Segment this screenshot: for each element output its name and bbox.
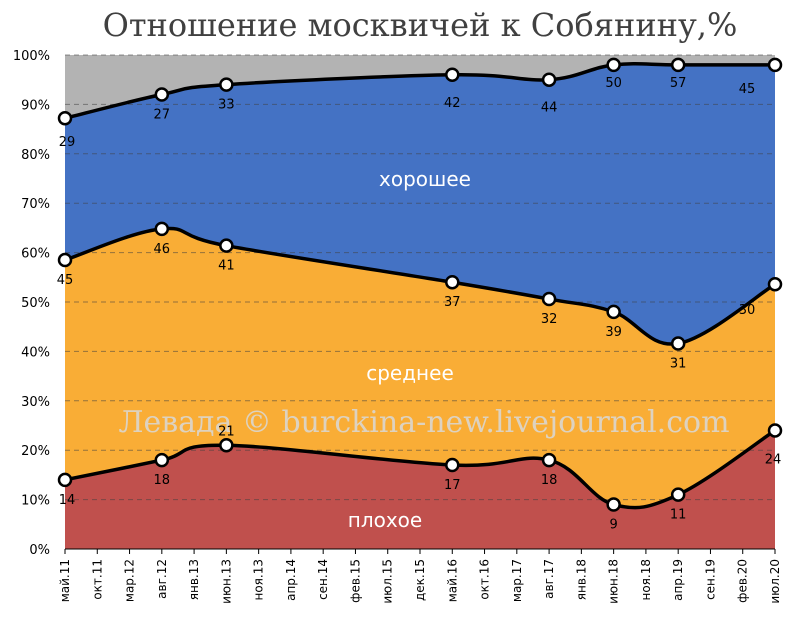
- data-label: 45: [57, 273, 74, 288]
- data-label: 32: [541, 312, 558, 327]
- data-label: 24: [765, 452, 782, 467]
- data-label: 31: [670, 356, 687, 371]
- y-tick-label: 10%: [21, 494, 50, 509]
- data-label: 27: [154, 108, 171, 123]
- x-tick-label: авг.17: [542, 559, 556, 599]
- data-label: 21: [218, 424, 235, 439]
- y-tick-label: 90%: [21, 98, 50, 113]
- y-tick-label: 20%: [21, 444, 50, 459]
- y-tick-label: 100%: [13, 49, 50, 64]
- data-point: [670, 336, 686, 351]
- data-label: 39: [605, 325, 622, 340]
- data-point: [57, 472, 73, 488]
- x-tick-label: ноя.13: [252, 559, 266, 601]
- data-point: [606, 304, 621, 320]
- data-label: 29: [59, 135, 76, 150]
- x-tick-label: июн.13: [219, 559, 233, 604]
- area-neutral: [65, 228, 775, 508]
- series-line: [64, 226, 776, 346]
- x-tick-label: май.16: [445, 559, 459, 602]
- data-label: 11: [670, 508, 687, 523]
- data-point: [219, 77, 234, 92]
- data-label: 42: [444, 96, 461, 111]
- watermark-text: Левада © burckina-new.livejournal.com: [118, 405, 729, 440]
- data-label: 9: [609, 518, 617, 533]
- data-label: 50: [605, 76, 622, 91]
- x-tick-label: мар.12: [123, 559, 137, 602]
- data-label: 14: [59, 493, 76, 508]
- data-label: 17: [444, 478, 461, 493]
- x-tick-label: янв.18: [574, 559, 588, 600]
- data-point: [445, 457, 460, 473]
- data-point: [670, 487, 686, 502]
- x-tick-label: июл.15: [381, 559, 395, 604]
- band-label: среднее: [366, 361, 454, 385]
- x-tick-label: окт.11: [90, 559, 104, 600]
- data-point: [767, 423, 783, 438]
- data-label: 18: [154, 473, 171, 488]
- data-label: 37: [444, 295, 461, 310]
- y-tick-label: 70%: [21, 197, 50, 212]
- data-point: [219, 438, 234, 453]
- x-tick-label: апр.19: [671, 559, 685, 601]
- area-good: [65, 63, 775, 345]
- y-tick-label: 30%: [21, 395, 50, 410]
- area-bad: [65, 430, 775, 549]
- data-label: 33: [218, 98, 235, 113]
- data-point: [154, 221, 170, 237]
- series-line: [64, 428, 776, 510]
- x-tick-label: сен.14: [316, 559, 330, 600]
- data-point: [767, 57, 783, 73]
- band-label: хорошее: [379, 167, 471, 191]
- data-point: [154, 452, 170, 468]
- x-tick-label: сен.19: [703, 559, 717, 600]
- x-tick-label: июл.20: [768, 559, 782, 604]
- data-label: 57: [670, 76, 687, 91]
- y-tick-label: 50%: [21, 296, 50, 311]
- data-point: [445, 274, 460, 290]
- chart-title: Отношение москвичей к Собянину,%: [103, 6, 738, 44]
- series-line: [64, 61, 775, 120]
- x-tick-label: июн.18: [607, 559, 621, 604]
- data-point: [57, 110, 73, 126]
- x-tick-label: фев.15: [348, 559, 362, 603]
- x-tick-label: окт.16: [478, 559, 492, 600]
- y-tick-label: 0%: [29, 543, 50, 558]
- y-tick-label: 60%: [21, 247, 50, 262]
- data-label: 44: [541, 101, 558, 116]
- x-tick-label: авг.12: [155, 559, 169, 599]
- x-tick-label: май.11: [58, 559, 72, 602]
- plot-area: 0% 10% 20% 30% 40% 50% 60% 70% 80% 90% 100% май.11 о…: [13, 49, 783, 604]
- data-label: 46: [154, 242, 171, 257]
- x-tick-label: фев.20: [736, 559, 750, 603]
- x-tick-label: дек.15: [413, 559, 427, 601]
- band-label: плохое: [348, 508, 422, 532]
- data-point: [57, 252, 73, 268]
- data-point: [541, 291, 557, 307]
- data-point: [154, 87, 170, 102]
- data-point: [219, 238, 234, 253]
- data-point: [541, 72, 557, 87]
- data-label: 18: [541, 473, 558, 488]
- y-tick-label: 40%: [21, 345, 50, 360]
- x-tick-label: апр.14: [284, 559, 298, 601]
- data-point: [670, 57, 686, 73]
- data-label: 41: [218, 259, 235, 274]
- data-point: [767, 276, 783, 292]
- data-point: [606, 497, 621, 512]
- x-tick-label: янв.13: [187, 559, 201, 600]
- data-point: [541, 452, 557, 468]
- x-tick-label: ноя.18: [639, 559, 653, 601]
- data-label: 30: [739, 303, 756, 318]
- data-label: 45: [739, 82, 756, 97]
- x-tick-label: мар.17: [510, 559, 524, 602]
- y-tick-label: 80%: [21, 148, 50, 163]
- data-point: [445, 67, 460, 83]
- data-point: [606, 57, 621, 73]
